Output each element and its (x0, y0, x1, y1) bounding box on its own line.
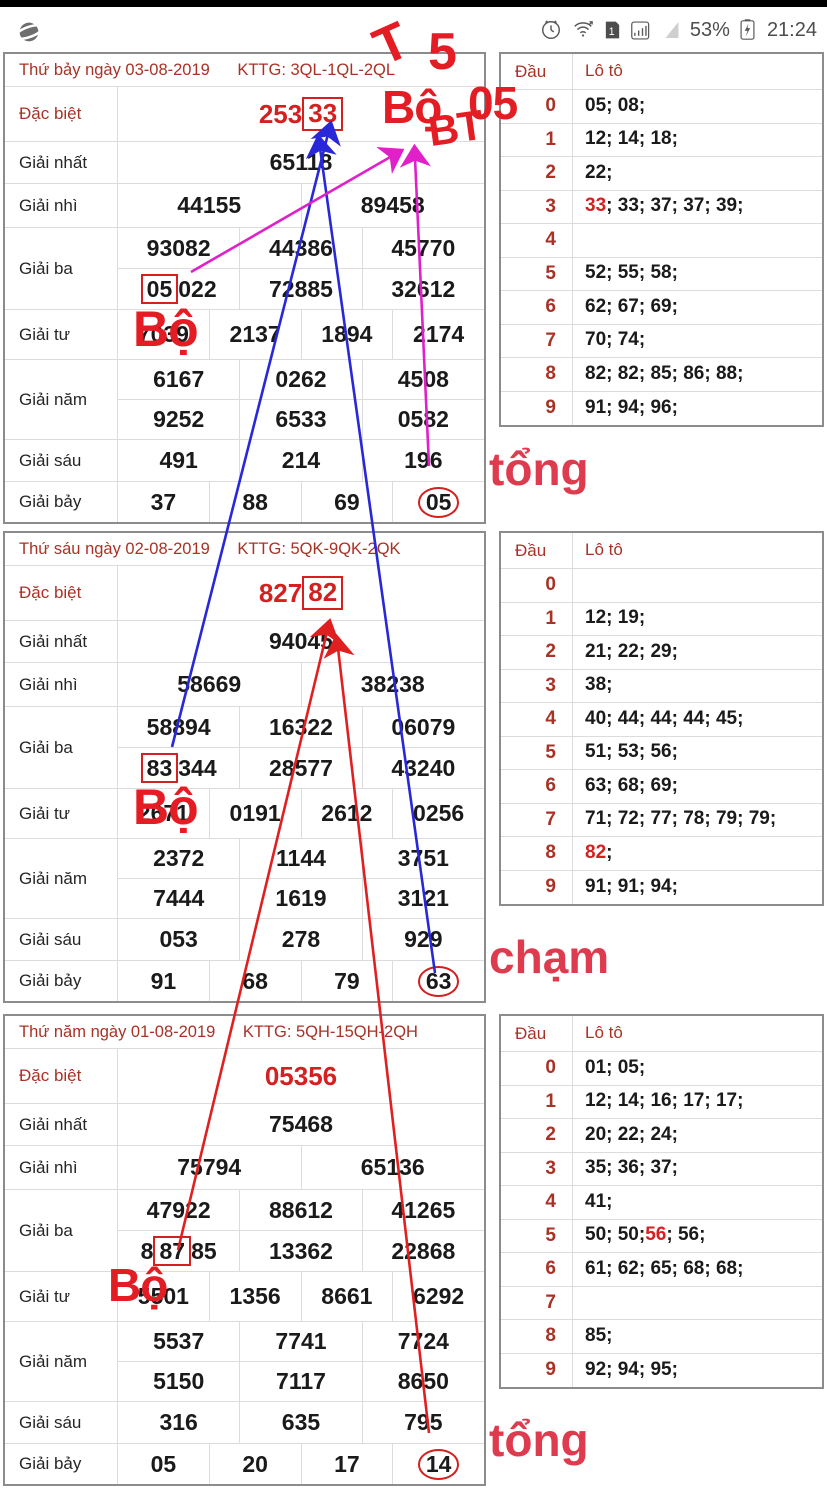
svg-text:1: 1 (609, 26, 615, 38)
